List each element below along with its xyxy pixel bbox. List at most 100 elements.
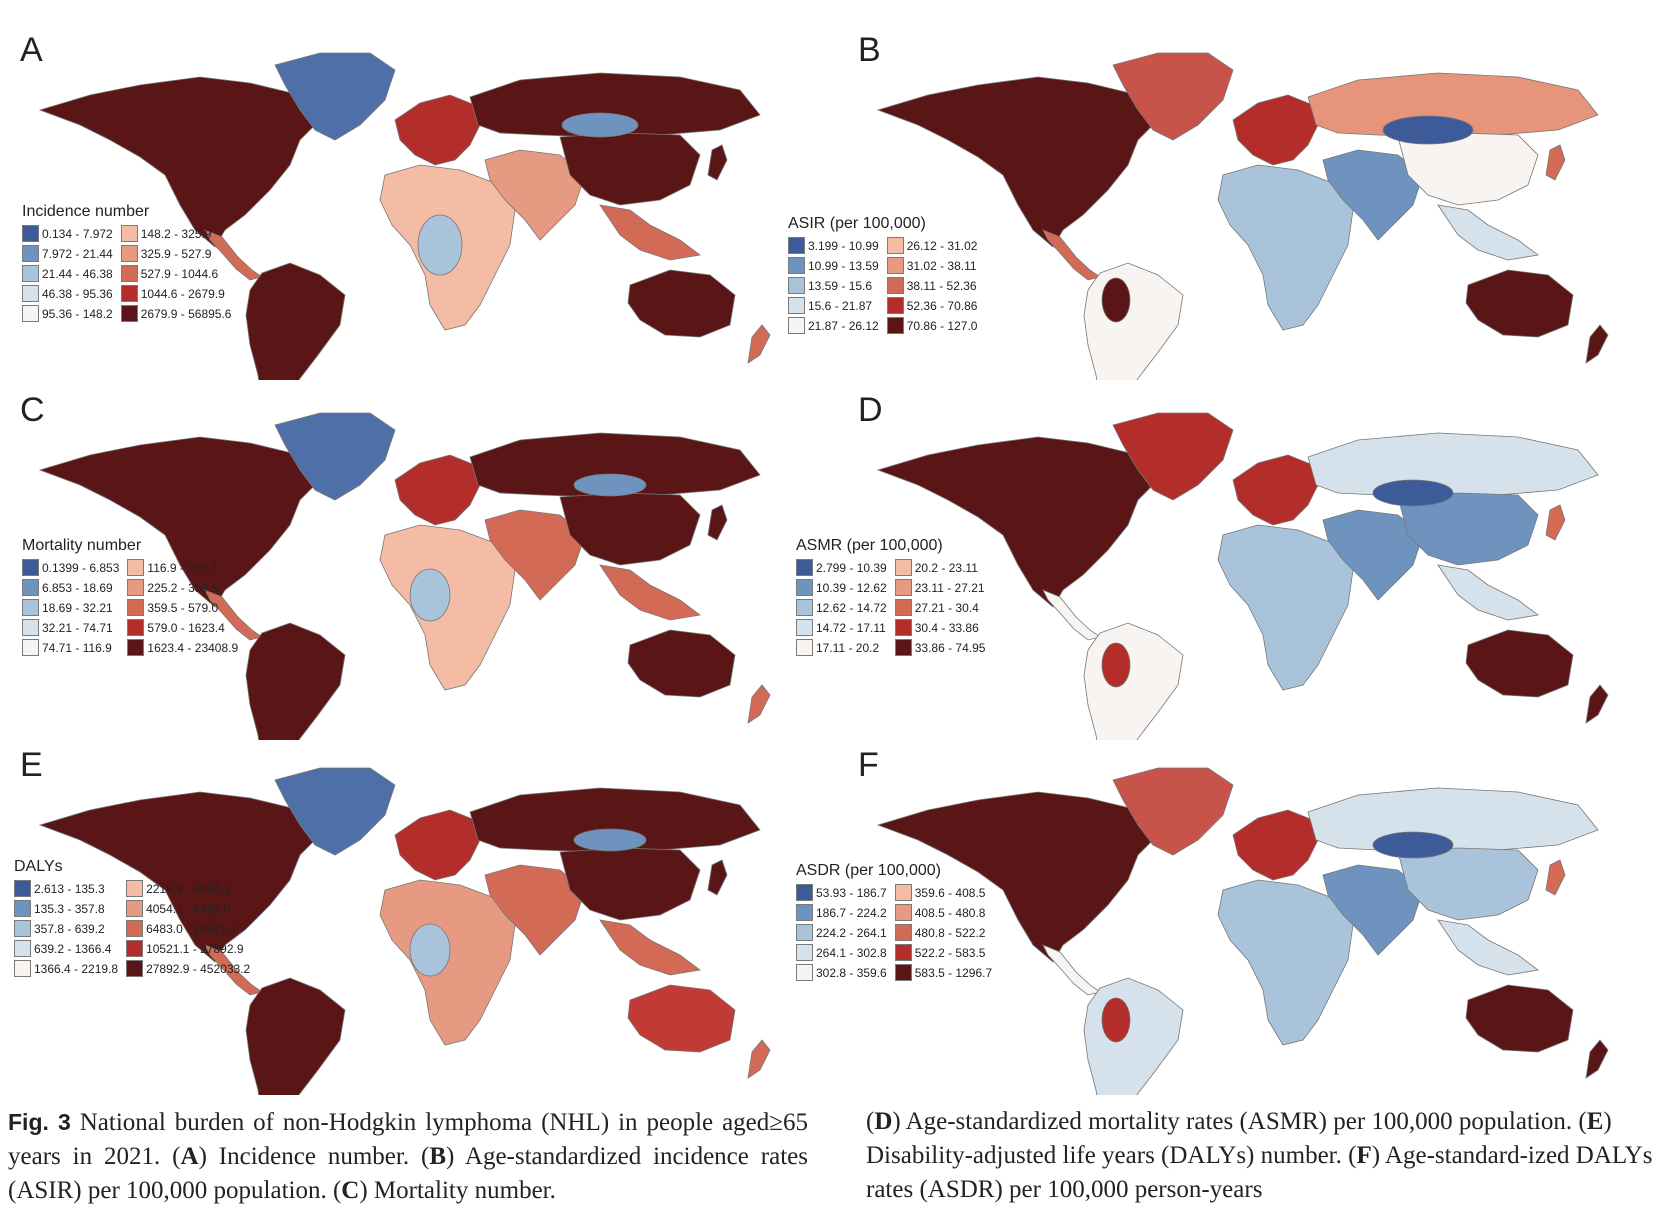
legend-label: 7.972 - 21.44 <box>42 246 113 261</box>
japan-region <box>707 504 728 541</box>
legend-item: 1366.4 - 2219.8 <box>14 959 118 978</box>
legend-item: 583.5 - 1296.7 <box>894 963 992 982</box>
legend-item: 4054.1 - 6483.0 <box>126 899 250 918</box>
south-america-region <box>1083 622 1184 740</box>
peru-region <box>1101 642 1131 688</box>
central-america-region <box>1042 944 1101 996</box>
legend-item: 33.86 - 74.95 <box>894 638 985 657</box>
legend-label: 14.72 - 17.11 <box>816 620 886 635</box>
legend-label: 27.21 - 30.4 <box>914 600 979 615</box>
southeast-asia-region <box>599 564 701 621</box>
europe-region <box>394 454 481 526</box>
legend-label: 95.36 - 148.2 <box>42 306 113 321</box>
legend-item: 116.9 - 225.2 <box>127 558 238 577</box>
mongolia-region <box>561 112 639 138</box>
legend-label: 20.2 - 23.11 <box>914 560 978 575</box>
legend-label: 408.5 - 480.8 <box>914 905 986 920</box>
figure-caption-right: (D) Age-standardized mortality rates (AS… <box>866 1105 1662 1207</box>
legend-item: 15.6 - 21.87 <box>788 296 879 315</box>
legend-item: 10.39 - 12.62 <box>796 578 887 597</box>
legend-label: 17.11 - 20.2 <box>816 640 880 655</box>
central-america-region <box>1042 589 1101 641</box>
japan-region <box>1545 504 1566 541</box>
legend-swatch <box>788 257 805 274</box>
legend-swatch <box>14 960 31 977</box>
south-america-region <box>245 977 346 1095</box>
legend-swatch <box>120 245 138 262</box>
caption-ref-b: B <box>429 1143 447 1170</box>
southeast-asia-region <box>1437 204 1539 261</box>
legend-item: 23.11 - 27.21 <box>894 578 986 597</box>
legend-swatch <box>796 639 813 656</box>
legend-label: 70.86 - 127.0 <box>906 318 978 333</box>
legend-columns: 3.199 - 10.99 10.99 - 13.59 13.59 - 15.6 15… <box>788 236 977 335</box>
world-map-b <box>877 52 1609 380</box>
legend-swatch <box>126 920 144 937</box>
legend-item: 359.5 - 579.0 <box>127 598 238 617</box>
australia-region <box>1465 629 1574 698</box>
legend-label: 26.12 - 31.02 <box>906 238 978 253</box>
legend-column: 2.613 - 135.3 135.3 - 357.8 357.8 - 639.2 6… <box>14 879 118 978</box>
legend-label: 21.44 - 46.38 <box>42 266 113 281</box>
southeast-asia-region <box>599 919 701 976</box>
legend-label: 13.59 - 15.6 <box>808 278 873 293</box>
legend-title: DALYs <box>14 858 63 875</box>
russia-region <box>1307 787 1599 853</box>
panel-letter-a: A <box>20 31 43 69</box>
figure-caption-left: Fig. 3 National burden of non-Hodgkin ly… <box>8 1105 808 1208</box>
australia-region <box>627 984 736 1053</box>
legend-label: 639.2 - 1366.4 <box>34 941 112 956</box>
legend-label: 4054.1 - 6483.0 <box>146 901 231 916</box>
legend-label: 359.5 - 579.0 <box>147 600 219 615</box>
legend-item: 2219.8 - 4054.1 <box>126 879 250 898</box>
legend-swatch <box>788 237 805 254</box>
panel-letter-b: B <box>858 31 881 69</box>
legend-column: 0.1399 - 6.853 6.853 - 18.69 18.69 - 32.21… <box>22 558 119 657</box>
legend-label: 10521.1 - 27892.9 <box>146 941 244 956</box>
legend-label: 302.8 - 359.6 <box>816 965 887 980</box>
legend-label: 2.799 - 10.39 <box>816 560 887 575</box>
legend-item: 1044.6 - 2679.9 <box>120 284 232 303</box>
legend-item: 27892.9 - 452033.2 <box>126 959 250 978</box>
legend-swatch <box>14 920 31 937</box>
legend-swatch <box>886 317 904 334</box>
legend-swatch <box>127 639 145 656</box>
legend-label: 148.2 - 325.9 <box>140 226 212 241</box>
legend-item: 2679.9 - 56895.6 <box>120 304 232 323</box>
legend-e: DALYs 2.613 - 135.3 135.3 - 357.8 357.8 - 6… <box>14 858 250 978</box>
legend-swatch <box>796 559 813 576</box>
legend-item: 46.38 - 95.36 <box>22 284 113 303</box>
peru-region <box>1101 997 1131 1043</box>
legend-label: 357.8 - 639.2 <box>34 921 105 936</box>
panel-f: F ASDR (per 100,000) 53.93 - 186.7 186.7 -… <box>796 740 1648 1095</box>
legend-label: 264.1 - 302.8 <box>816 945 887 960</box>
legend-label: 15.6 - 21.87 <box>808 298 873 313</box>
legend-label: 186.7 - 224.2 <box>816 905 887 920</box>
legend-item: 10521.1 - 27892.9 <box>126 939 250 958</box>
legend-swatch <box>796 579 813 596</box>
legend-c: Mortality number 0.1399 - 6.853 6.853 - 18… <box>22 537 238 657</box>
africa-region <box>1217 524 1354 691</box>
legend-item: 186.7 - 224.2 <box>796 903 887 922</box>
figure-label: Fig. 3 <box>8 1109 71 1135</box>
legend-label: 1366.4 - 2219.8 <box>34 961 119 976</box>
legend-item: 12.62 - 14.72 <box>796 598 887 617</box>
legend-item: 2.613 - 135.3 <box>14 879 118 898</box>
legend-swatch <box>894 884 912 901</box>
legend-swatch <box>788 277 805 294</box>
central-africa-region <box>409 923 451 977</box>
legend-item: 359.6 - 408.5 <box>894 883 992 902</box>
east-asia-region <box>1397 847 1539 921</box>
legend-swatch <box>22 245 39 262</box>
legend-swatch <box>126 960 144 977</box>
legend-swatch <box>886 297 904 314</box>
legend-item: 52.36 - 70.86 <box>886 296 977 315</box>
legend-column: 359.6 - 408.5 408.5 - 480.8 480.8 - 522.2 5… <box>894 883 992 982</box>
new-zealand-region <box>747 1039 771 1079</box>
legend-label: 224.2 - 264.1 <box>816 925 887 940</box>
caption-text: National burden of non-Hodgkin lymphoma … <box>8 1109 809 1170</box>
legend-label: 2679.9 - 56895.6 <box>140 306 232 321</box>
europe-region <box>394 94 481 166</box>
central-asia-region <box>1382 115 1474 145</box>
legend-swatch <box>894 579 912 596</box>
